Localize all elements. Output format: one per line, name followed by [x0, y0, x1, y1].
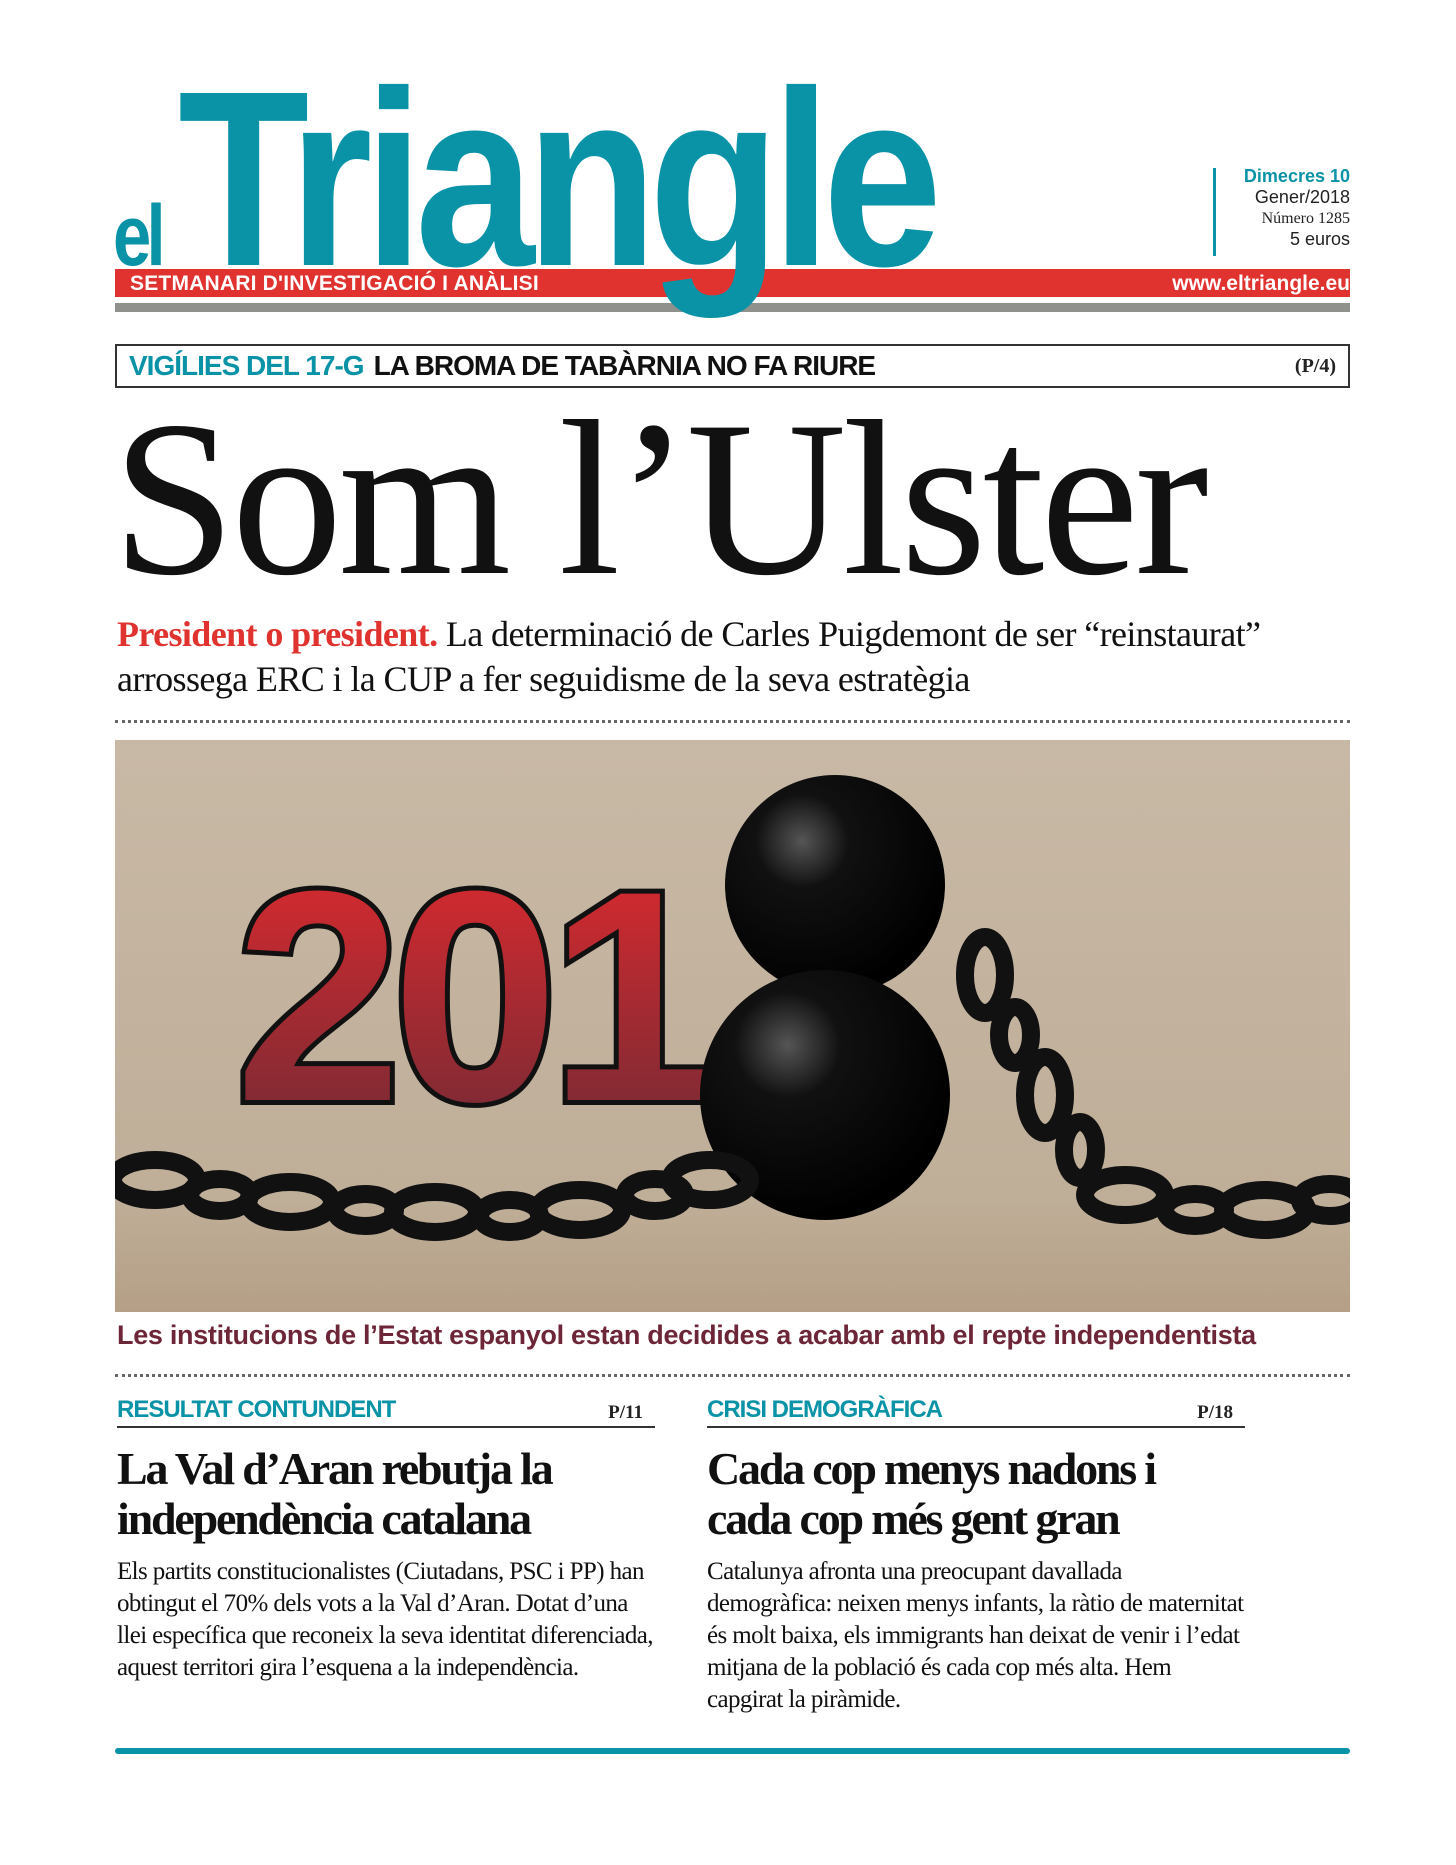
date-divider: [1213, 168, 1216, 256]
article-section: RESULTAT CONTUNDENT: [117, 1396, 396, 1423]
bottom-rule: [115, 1748, 1350, 1754]
article-crisi-demografica[interactable]: CRISI DEMOGRÀFICA P/18 Cada cop menys na…: [707, 1396, 1245, 1716]
chain-icon: [115, 928, 1350, 1241]
logo-prefix: el: [113, 188, 166, 284]
article-kicker: CRISI DEMOGRÀFICA P/18: [707, 1396, 1245, 1428]
kicker-section: VIGÍLIES DEL 17-G: [129, 350, 365, 381]
tagline: SETMANARI D'INVESTIGACIÓ I ANÀLISI: [130, 272, 539, 295]
ball-bottom: [700, 970, 950, 1220]
cover-illustration: 201: [115, 740, 1350, 1312]
article-kicker: RESULTAT CONTUNDENT P/11: [117, 1396, 655, 1428]
website-link[interactable]: www.eltriangle.eu: [1172, 272, 1350, 295]
article-val-daran[interactable]: RESULTAT CONTUNDENT P/11 La Val d’Aran r…: [117, 1396, 655, 1684]
subheadline-text: La determinació de Carles Puigdemont de …: [117, 614, 1261, 699]
article-page: P/18: [1197, 1402, 1233, 1423]
article-page: P/11: [608, 1402, 643, 1423]
subheadline-lead: President o president.: [117, 614, 438, 654]
article-body: Catalunya afronta una preocupant davalla…: [707, 1558, 1244, 1713]
article-section: CRISI DEMOGRÀFICA: [707, 1396, 943, 1423]
issue-number: Número 1285: [1261, 210, 1350, 227]
price: 5 euros: [1289, 229, 1350, 249]
kicker-title: LA BROMA DE TABÀRNIA NO FA RIURE: [373, 350, 877, 381]
ball-top: [725, 775, 945, 995]
article-body: Els partits constitucionalistes (Ciutada…: [117, 1558, 654, 1681]
kicker-page: (P/4): [1294, 354, 1336, 377]
illustration-year: 201: [235, 828, 708, 1164]
top-kicker-box[interactable]: VIGÍLIES DEL 17-G LA BROMA DE TABÀRNIA N…: [115, 344, 1350, 388]
dotted-divider: [115, 720, 1350, 723]
masthead-gray-bar: [115, 303, 1350, 312]
masthead-red-bar: [115, 269, 1350, 297]
date-month: Gener/2018: [1254, 187, 1350, 207]
dotted-divider: [115, 1374, 1350, 1377]
subheadline: President o president. La determinació d…: [117, 612, 1357, 702]
issue-info: Dimecres 10 Gener/2018 Número 1285 5 eur…: [1244, 166, 1350, 250]
main-headline[interactable]: Som l’Ulster: [112, 376, 1209, 622]
logo: Triangle: [178, 39, 942, 318]
article-title[interactable]: La Val d’Aran rebutja la independència c…: [117, 1443, 554, 1544]
illustration-caption: Les institucions de l’Estat espanyol est…: [117, 1320, 1256, 1350]
article-title[interactable]: Cada cop menys nadons i cada cop més gen…: [707, 1443, 1157, 1544]
date-day: Dimecres 10: [1243, 166, 1350, 186]
